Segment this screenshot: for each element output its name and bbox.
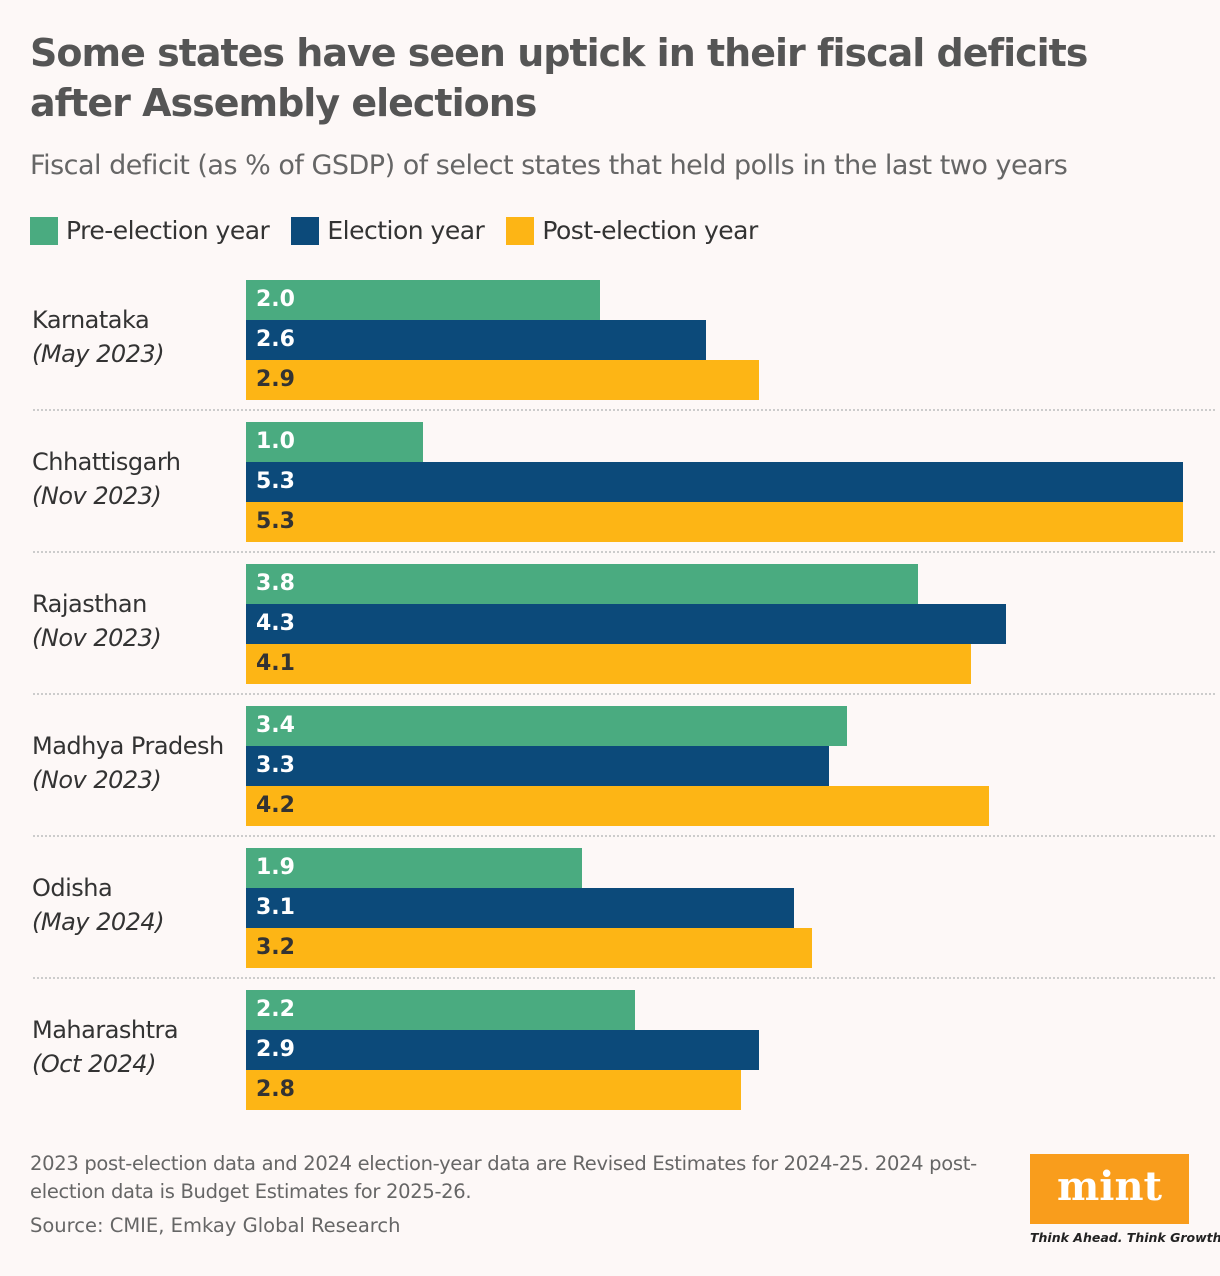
election-date: (May 2023) [32,340,165,368]
data-label: 3.1 [256,895,295,920]
legend-swatch [291,216,320,245]
bar: 5.3 [246,462,1184,502]
legend-label: Election year [327,216,485,245]
data-label: 2.6 [256,327,295,352]
category-label: Rajasthan (Nov 2023) [32,587,162,655]
legend-item: Post-election year [506,216,758,245]
chart-title: Some states have seen uptick in their fi… [30,31,1088,125]
bar: 1.9 [246,848,582,888]
bar: 2.9 [246,360,759,400]
data-label: 3.2 [256,935,295,960]
footnote: 2023 post-election data and 2024 electio… [30,1152,977,1203]
data-label: 3.3 [256,753,295,778]
election-date: (Nov 2023) [32,766,162,794]
category-label: Karnataka (May 2023) [32,303,165,371]
bar: 3.2 [246,928,812,968]
bar: 2.2 [246,990,635,1030]
election-date: (Nov 2023) [32,482,162,510]
bar: 1.0 [246,422,423,462]
legend-swatch [506,216,535,245]
bar: 2.6 [246,320,706,360]
group-divider [33,977,1215,979]
bar: 3.8 [246,564,918,604]
legend-label: Post-election year [542,216,758,245]
data-label: 5.3 [256,469,295,494]
state-name: Madhya Pradesh [32,732,224,760]
state-name: Karnataka [32,306,150,334]
state-name: Chhattisgarh [32,448,181,476]
group-divider [33,693,1215,695]
bar: 3.3 [246,746,830,786]
state-name: Maharashtra [32,1016,179,1044]
election-date: (Oct 2024) [32,1050,156,1078]
bar: 3.4 [246,706,848,746]
data-label: 2.2 [256,997,295,1022]
legend-swatch [30,216,58,245]
data-label: 2.9 [256,367,295,392]
logo-tagline: Think Ahead. Think Growth. [1030,1230,1220,1245]
bar: 4.1 [246,644,971,684]
data-label: 4.1 [256,651,295,676]
legend: Pre-election year Election year Post-elect… [30,216,780,245]
bar: 3.1 [246,888,795,928]
data-label: 2.8 [256,1077,295,1102]
category-label: Chhattisgarh (Nov 2023) [32,445,181,513]
category-label: Madhya Pradesh (Nov 2023) [32,729,224,797]
state-name: Rajasthan [32,590,147,618]
bar: 2.0 [246,280,600,320]
category-label: Maharashtra (Oct 2024) [32,1013,179,1081]
data-label: 5.3 [256,509,295,534]
category-label: Odisha (May 2024) [32,871,165,939]
data-label: 1.0 [256,429,295,454]
data-label: 1.9 [256,855,295,880]
data-label: 4.3 [256,611,295,636]
data-label: 4.2 [256,793,295,818]
legend-label: Pre-election year [66,216,270,245]
bar: 5.3 [246,502,1184,542]
group-divider [33,835,1215,837]
source: Source: CMIE, Emkay Global Research [30,1214,401,1237]
mint-logo: mint [1030,1154,1189,1224]
state-name: Odisha [32,874,113,902]
group-divider [33,409,1215,411]
bar: 4.3 [246,604,1007,644]
data-label: 3.4 [256,713,295,738]
bar: 2.8 [246,1070,742,1110]
legend-item: Pre-election year [30,216,270,245]
data-label: 2.9 [256,1037,295,1062]
data-label: 2.0 [256,287,295,312]
bar: 2.9 [246,1030,759,1070]
group-divider [33,551,1215,553]
election-date: (Nov 2023) [32,624,162,652]
legend-item: Election year [291,216,485,245]
chart-subtitle: Fiscal deficit (as % of GSDP) of select … [30,150,1068,181]
bar: 4.2 [246,786,989,826]
election-date: (May 2024) [32,908,165,936]
data-label: 3.8 [256,571,295,596]
